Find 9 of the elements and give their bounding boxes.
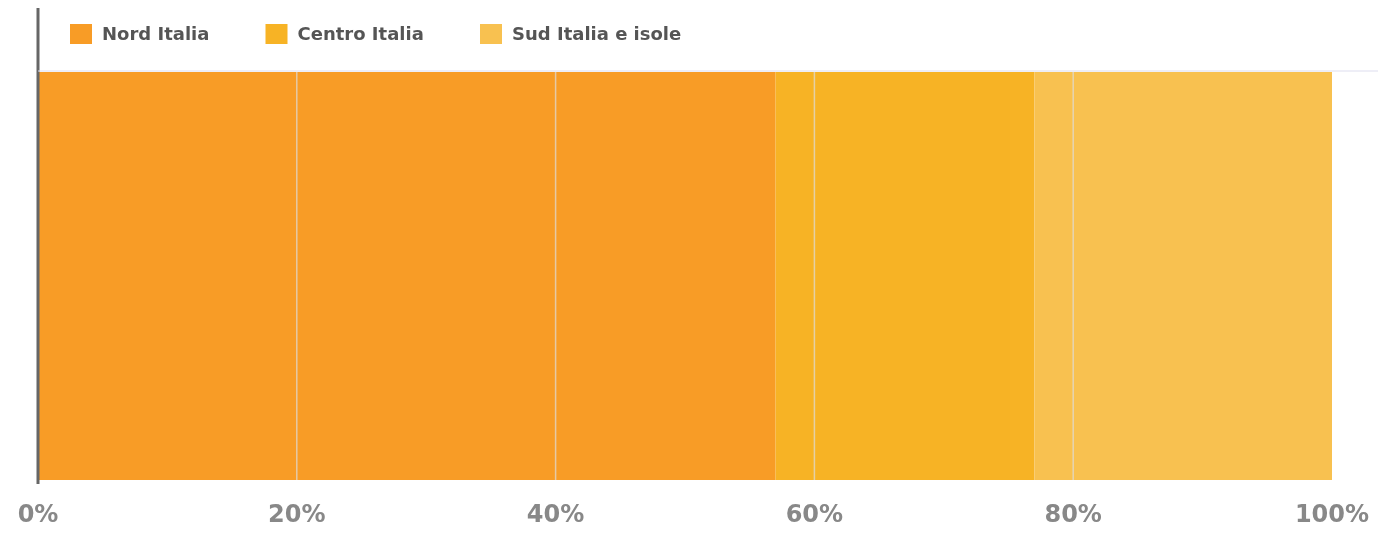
x-tick-label: 60%	[785, 500, 844, 528]
x-tick-label: 40%	[526, 500, 585, 528]
x-tick-label: 0%	[17, 500, 59, 528]
x-tick-label: 100%	[1294, 500, 1370, 528]
legend-label: Nord Italia	[102, 23, 210, 44]
x-tick-label: 80%	[1044, 500, 1102, 528]
legend-label: Centro Italia	[297, 23, 424, 44]
legend-label: Sud Italia e isole	[512, 23, 682, 44]
x-tick-label: 20%	[268, 500, 326, 528]
